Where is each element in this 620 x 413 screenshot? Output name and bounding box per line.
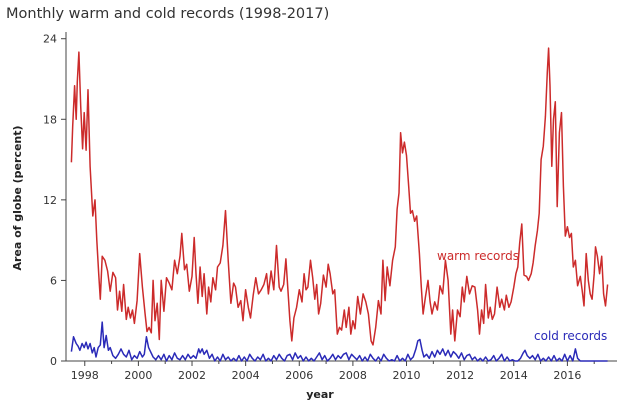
warm-records-line — [70, 47, 609, 346]
x-tick-label: 2006 — [285, 369, 313, 382]
series-label-warm: warm records — [437, 249, 519, 263]
x-axis-title: year — [306, 388, 334, 401]
axes: 0 6 12 18 24 1998 2000 2002 2004 2006 2008 2010 2012… — [43, 32, 617, 382]
series-label-cold: cold records — [534, 329, 607, 343]
y-tick-label: 12 — [43, 194, 57, 207]
x-tick-label: 1998 — [71, 369, 99, 382]
cold-records-line — [70, 321, 608, 362]
x-tick-label: 2008 — [339, 369, 367, 382]
x-tick-label: 2000 — [124, 369, 152, 382]
y-axis-title: Area of globe (percent) — [11, 125, 24, 270]
y-tick-label: 0 — [50, 355, 57, 368]
x-tick-label: 2002 — [178, 369, 206, 382]
x-tick-label: 2014 — [500, 369, 528, 382]
y-tick-label: 24 — [43, 33, 57, 46]
y-tick-label: 18 — [43, 113, 57, 126]
x-tick-label: 2010 — [393, 369, 421, 382]
y-tick-label: 6 — [50, 274, 57, 287]
x-tick-label: 2016 — [553, 369, 581, 382]
x-tick-label: 2012 — [446, 369, 474, 382]
series-lines — [70, 47, 609, 362]
x-tick-label: 2004 — [232, 369, 260, 382]
chart-title: Monthly warm and cold records (1998-2017… — [6, 6, 330, 22]
